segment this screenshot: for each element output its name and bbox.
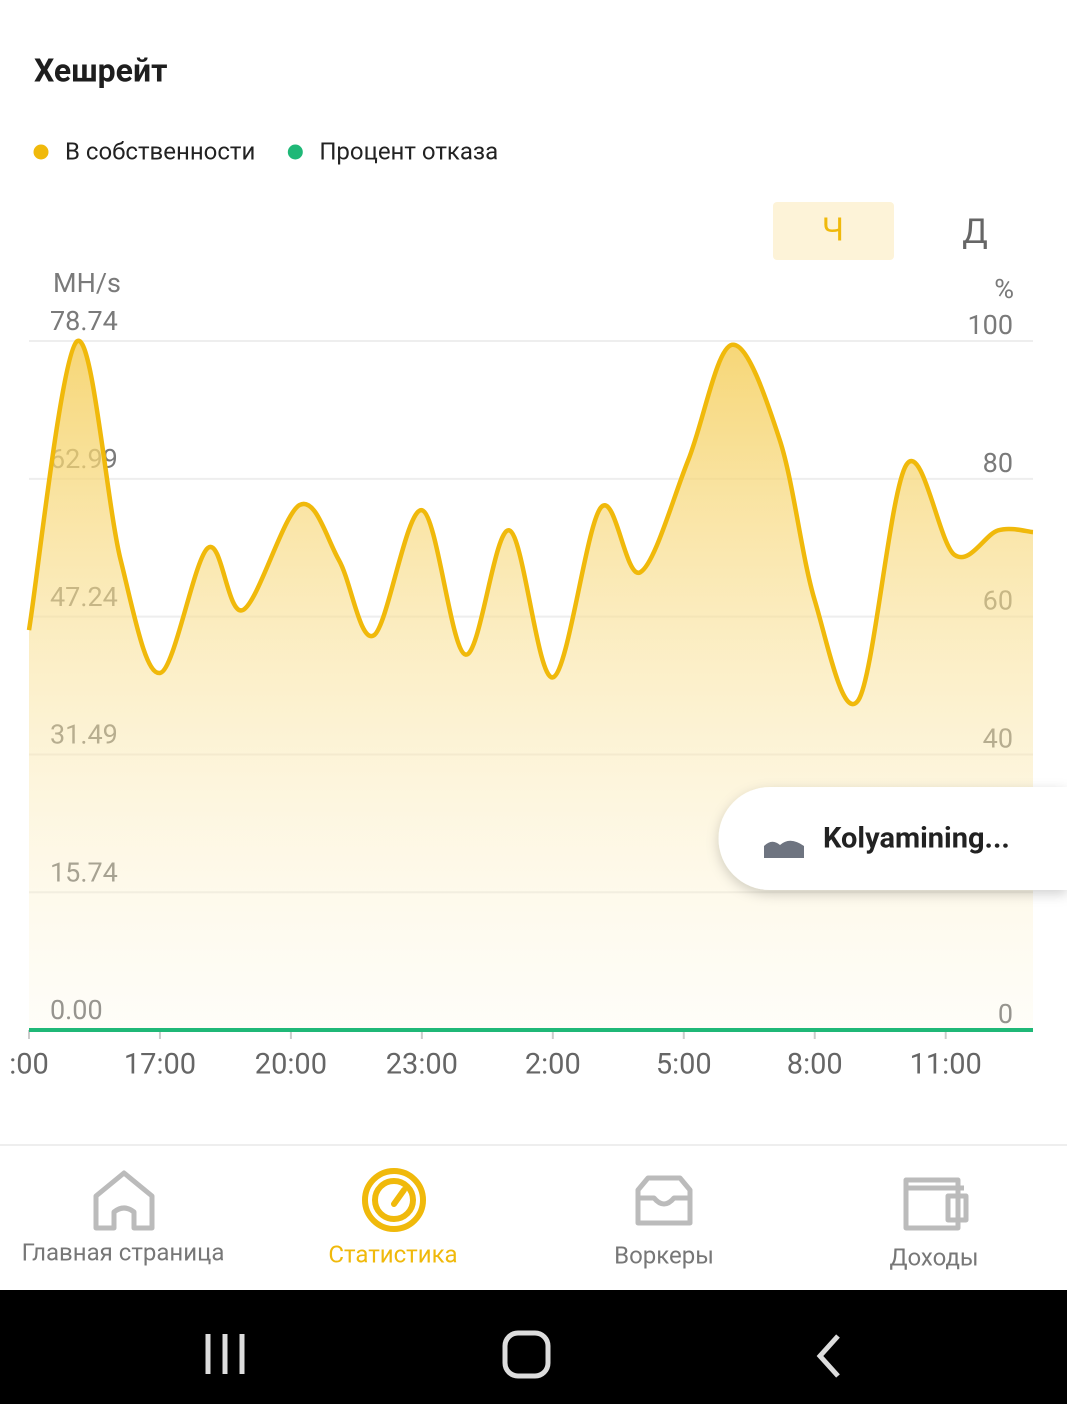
legend-dot	[288, 145, 303, 160]
nav-stats[interactable]: Статистика	[328, 1240, 457, 1268]
x-tick-label: 20:00	[255, 1048, 327, 1082]
legend-label: В собственности	[65, 137, 255, 165]
x-tick-label: 17:00	[124, 1048, 196, 1082]
toggle-hour[interactable]: Ч	[822, 210, 844, 248]
tooltip-text: Kolyamining...	[823, 822, 1010, 856]
x-tick-label: :00	[9, 1048, 49, 1082]
legend-label: Процент отказа	[319, 137, 498, 165]
x-tick-label: 2:00	[525, 1048, 581, 1082]
plot: 0.0015.7431.4947.2462.9978.740406080100:…	[9, 305, 1033, 1082]
area-fill	[29, 341, 1033, 1030]
workers-icon[interactable]	[638, 1178, 690, 1223]
stats-icon[interactable]	[365, 1171, 423, 1229]
x-tick-label: 11:00	[910, 1048, 982, 1082]
tooltip-icon	[764, 841, 804, 858]
nav-icons	[96, 1173, 966, 1228]
nav-income[interactable]: Доходы	[889, 1243, 978, 1271]
nav-home[interactable]: Главная страница	[22, 1238, 225, 1266]
legend: В собственности Процент отказа	[34, 137, 499, 165]
x-tick-label: 23:00	[386, 1048, 458, 1082]
legend-dot	[34, 145, 49, 160]
y-tick-label: 78.74	[50, 305, 118, 337]
y2-tick-label: 80	[983, 447, 1013, 479]
home-icon[interactable]	[96, 1173, 152, 1228]
y-axis-label: MH/s	[53, 267, 121, 299]
y2-axis-label: %	[994, 273, 1014, 305]
x-tick-label: 5:00	[656, 1048, 712, 1082]
income-icon[interactable]	[906, 1180, 966, 1228]
x-tick-label: 8:00	[787, 1048, 843, 1082]
nav-workers[interactable]: Воркеры	[614, 1241, 714, 1269]
title: Хешрейт	[34, 51, 167, 89]
y2-tick-label: 100	[967, 309, 1013, 341]
toggle-day[interactable]: Д	[962, 212, 988, 252]
system-nav-bar	[0, 1290, 1067, 1404]
